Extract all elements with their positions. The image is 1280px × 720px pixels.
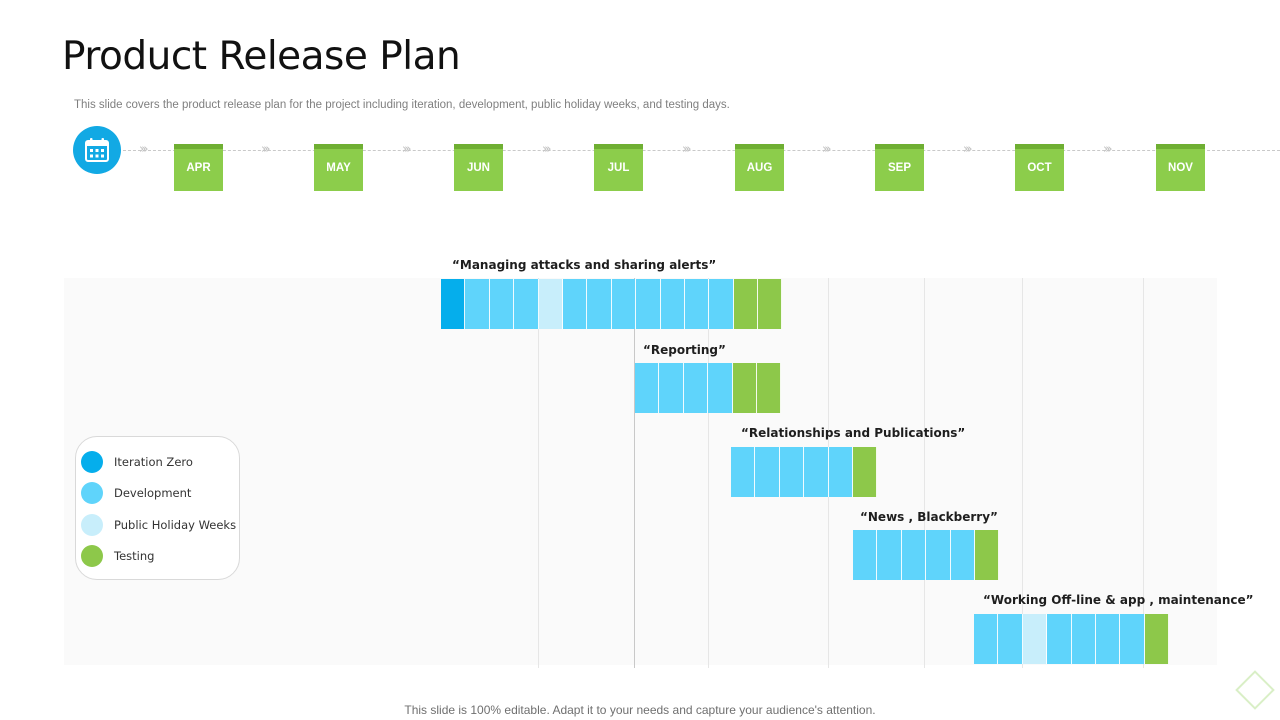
- bar-segment-development: [587, 279, 612, 329]
- month-apr: APR: [174, 144, 223, 191]
- bar-segment-testing: [732, 363, 757, 413]
- timeline-arrows: ›››: [822, 142, 831, 157]
- bar-segment-development: [636, 279, 661, 329]
- bar-segment-development: [684, 279, 710, 329]
- bar-segment-development: [708, 363, 733, 413]
- task-label-relationships: “Relationships and Publications”: [741, 426, 966, 440]
- task-label-managing-attacks: “Managing attacks and sharing alerts”: [452, 258, 717, 272]
- bar-segment-development: [635, 363, 660, 413]
- bar-segment-development: [660, 279, 685, 329]
- bar-segment-iteration: [441, 279, 466, 329]
- bar-segment-development: [853, 530, 878, 580]
- bar-segment-development: [755, 447, 780, 497]
- page-title: Product Release Plan: [62, 34, 461, 79]
- bar-segment-testing: [758, 279, 783, 329]
- task-bar-news-blackberry: [853, 530, 1000, 580]
- timeline-arrows: ›››: [542, 142, 551, 157]
- bar-segment-development: [1095, 614, 1121, 664]
- legend-label: Iteration Zero: [114, 455, 193, 469]
- bar-segment-testing: [756, 363, 782, 413]
- grid-line: [1143, 278, 1144, 668]
- legend-dot: [81, 451, 103, 473]
- task-label-working-offline: “Working Off-line & app , maintenance”: [983, 593, 1254, 607]
- bar-segment-development: [779, 447, 805, 497]
- legend-item-iteration: Iteration Zero: [81, 451, 193, 473]
- task-bar-working-offline: [974, 614, 1170, 664]
- bar-segment-development: [611, 279, 637, 329]
- task-bar-relationships: [731, 447, 878, 497]
- legend-item-development: Development: [81, 482, 191, 504]
- bar-segment-development: [998, 614, 1023, 664]
- bar-segment-testing: [1144, 614, 1170, 664]
- timeline-arrows: ›››: [1103, 142, 1112, 157]
- timeline-arrows: ›››: [261, 142, 270, 157]
- task-bar-reporting: [635, 363, 782, 413]
- month-nov: NOV: [1156, 144, 1205, 191]
- bar-segment-holiday: [538, 279, 563, 329]
- bar-segment-development: [1071, 614, 1096, 664]
- bar-segment-development: [659, 363, 684, 413]
- bar-segment-development: [731, 447, 756, 497]
- timeline-arrows: ›››: [963, 142, 972, 157]
- legend-dot: [81, 545, 103, 567]
- legend-dot: [81, 482, 103, 504]
- bar-segment-development: [683, 363, 709, 413]
- month-sep: SEP: [875, 144, 924, 191]
- task-label-news-blackberry: “News , Blackberry”: [860, 510, 998, 524]
- bar-segment-testing: [974, 530, 1000, 580]
- bar-segment-development: [901, 530, 927, 580]
- bar-segment-development: [465, 279, 490, 329]
- bar-segment-development: [562, 279, 588, 329]
- timeline-line: [118, 150, 1280, 151]
- legend-item-holiday: Public Holiday Weeks: [81, 514, 236, 536]
- gantt-background: [64, 278, 1217, 665]
- month-jun: JUN: [454, 144, 503, 191]
- month-aug: AUG: [735, 144, 784, 191]
- month-oct: OCT: [1015, 144, 1064, 191]
- bar-segment-development: [950, 530, 975, 580]
- calendar-icon: [73, 126, 121, 174]
- legend-label: Testing: [114, 549, 155, 563]
- grid-line: [538, 278, 539, 668]
- bar-segment-development: [709, 279, 734, 329]
- legend-item-testing: Testing: [81, 545, 154, 567]
- bar-segment-testing: [852, 447, 878, 497]
- bar-segment-development: [926, 530, 951, 580]
- task-bar-managing-attacks: [441, 279, 783, 329]
- legend-label: Public Holiday Weeks: [114, 518, 237, 532]
- bar-segment-development: [1047, 614, 1072, 664]
- grid-line: [708, 278, 709, 668]
- bar-segment-development: [804, 447, 829, 497]
- legend: Iteration Zero Development Public Holida…: [75, 436, 240, 580]
- bar-segment-holiday: [1022, 614, 1048, 664]
- timeline-arrows: ›››: [402, 142, 411, 157]
- bar-segment-development: [1120, 614, 1145, 664]
- grid-line: [924, 278, 925, 668]
- timeline-arrows: ›››: [139, 142, 148, 157]
- legend-dot: [81, 514, 103, 536]
- bar-segment-testing: [733, 279, 759, 329]
- month-may: MAY: [314, 144, 363, 191]
- bar-segment-development: [828, 447, 853, 497]
- task-label-reporting: “Reporting”: [643, 343, 726, 357]
- bar-segment-development: [974, 614, 999, 664]
- footer-note: This slide is 100% editable. Adapt it to…: [404, 703, 876, 717]
- bar-segment-development: [514, 279, 539, 329]
- bar-segment-development: [489, 279, 515, 329]
- bar-segment-development: [877, 530, 902, 580]
- page-subtitle: This slide covers the product release pl…: [74, 99, 730, 111]
- timeline-arrows: ›››: [682, 142, 691, 157]
- grid-line: [1022, 278, 1023, 668]
- month-jul: JUL: [594, 144, 643, 191]
- grid-line: [634, 278, 635, 668]
- legend-label: Development: [114, 486, 192, 500]
